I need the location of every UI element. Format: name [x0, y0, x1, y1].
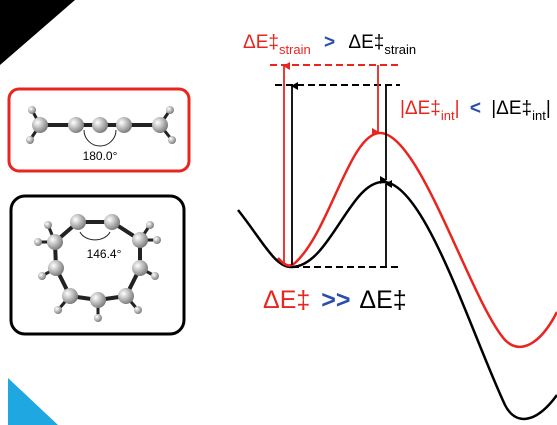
suffix: | [455, 98, 460, 119]
bond-angle: 146.4° [87, 247, 122, 261]
dashed-levels [270, 65, 400, 267]
top-label: ΔE‡strain > ΔE‡strain [243, 32, 416, 59]
bottom-label: ΔE‡ >> ΔE‡ [263, 286, 407, 314]
structure-linear: 180.0° [9, 89, 189, 171]
symbol: |ΔE‡ [400, 98, 441, 119]
corner-triangle [8, 378, 58, 425]
relation: > [324, 32, 335, 53]
subscript: strain [384, 42, 416, 57]
symbol: ΔE‡ [359, 286, 406, 314]
subscript: int [532, 108, 546, 123]
middle-label: |ΔE‡int| < |ΔE‡int| [400, 98, 551, 123]
symbol: ΔE‡ [263, 286, 310, 314]
symbol: |ΔE‡ [491, 98, 532, 119]
energy-curve [278, 133, 557, 347]
structure-cyclic: 146.4° [11, 196, 184, 334]
arrows [284, 65, 386, 267]
suffix: | [546, 98, 551, 119]
relation: >> [321, 286, 350, 314]
symbol: ΔE‡ [348, 32, 384, 53]
subscript: int [441, 108, 455, 123]
corner-triangle [0, 0, 75, 65]
subscript: strain [279, 42, 311, 57]
relation: < [470, 98, 481, 119]
figure: 180.0° 146.4° ΔE‡strain > [0, 0, 557, 425]
bond-angle: 180.0° [83, 149, 118, 163]
symbol: ΔE‡ [243, 32, 279, 53]
